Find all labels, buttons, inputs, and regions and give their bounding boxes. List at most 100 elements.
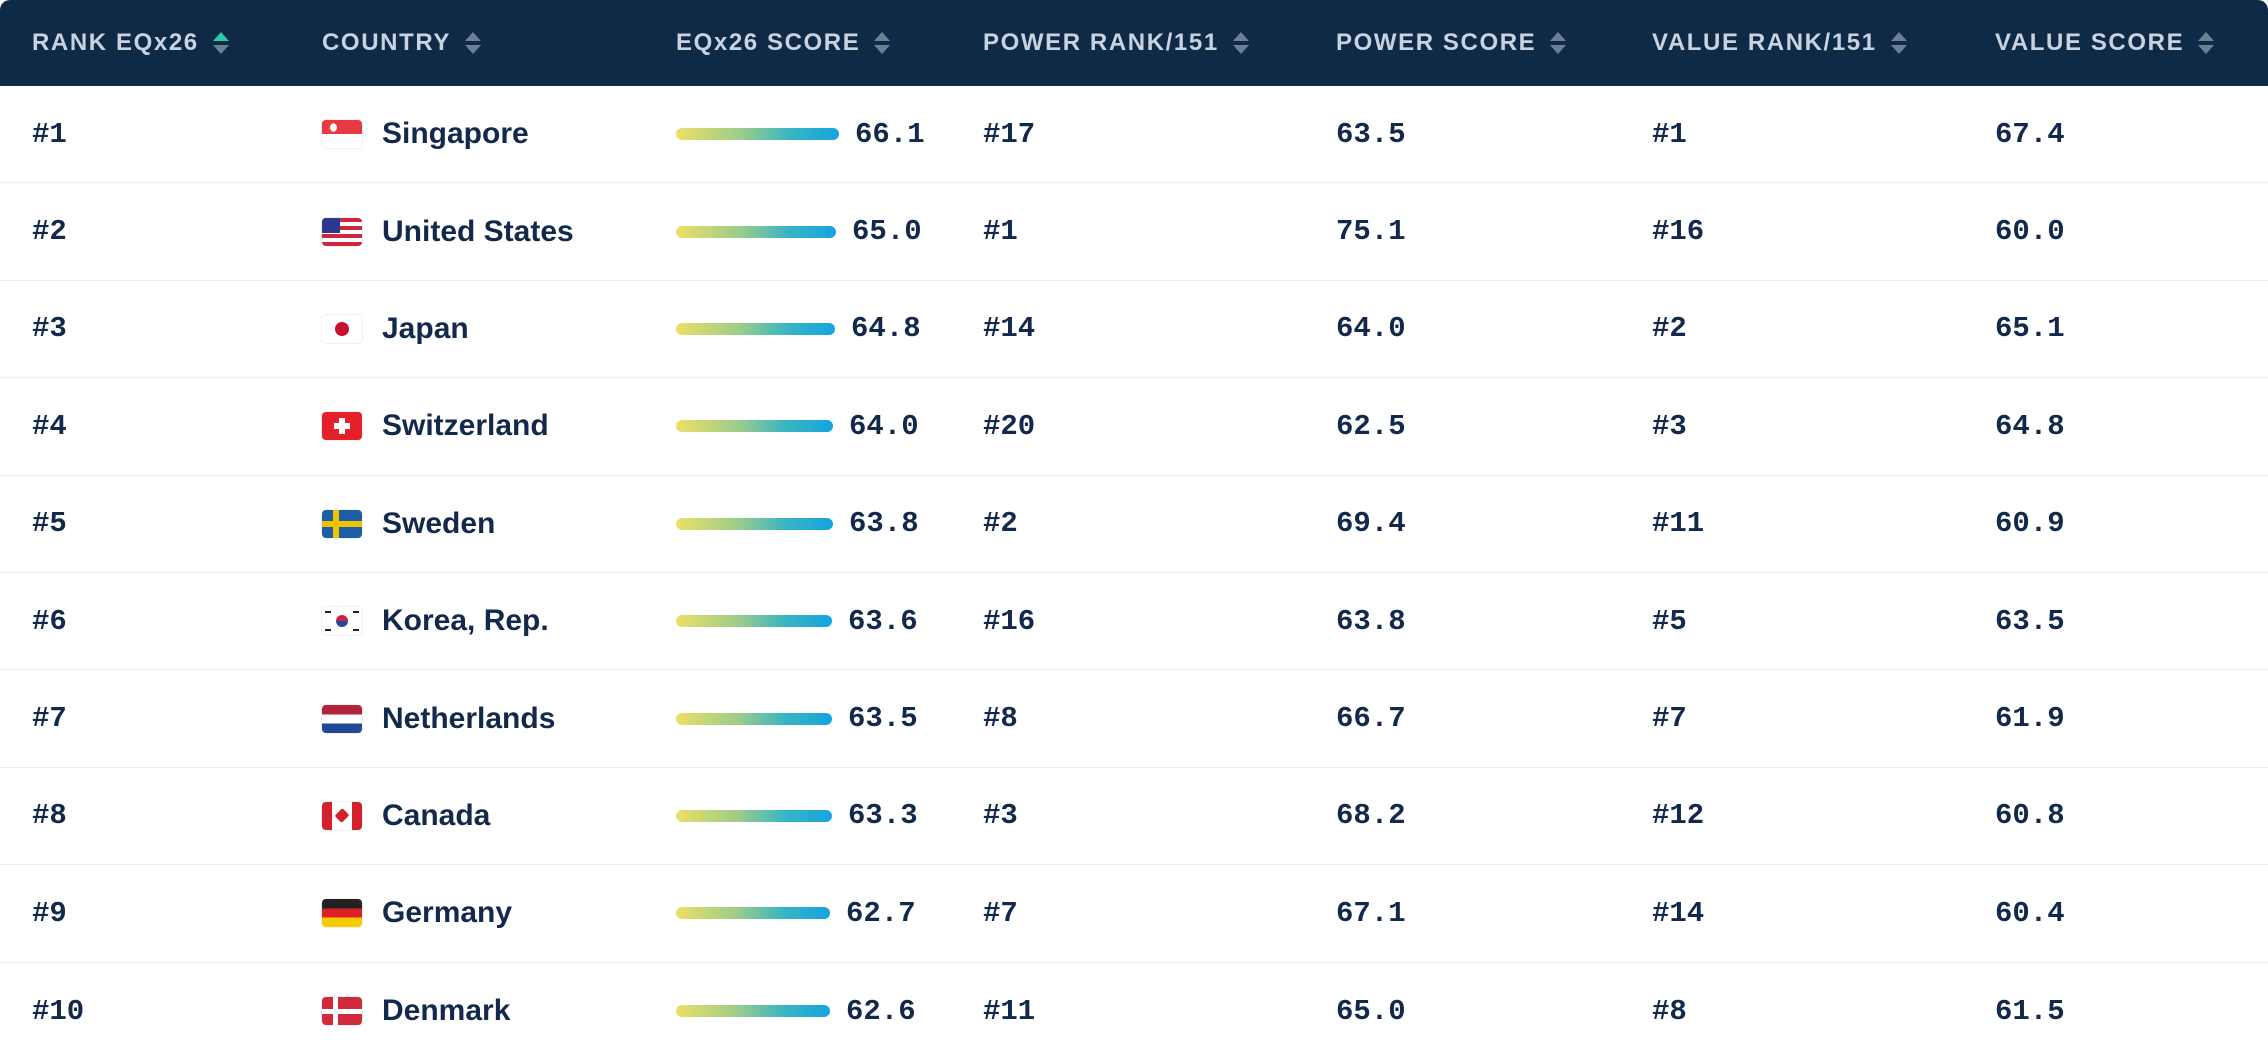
power-rank-cell: #11	[983, 994, 1036, 1028]
table-row[interactable]: #6 Korea, Rep. 63.6 #16 63.8 #5 63.5	[0, 573, 2268, 671]
header-country-label: COUNTRY	[322, 29, 451, 56]
table-row[interactable]: #10 Denmark 62.6 #11 65.0 #8 61.5	[0, 963, 2268, 1060]
power-score-cell: 62.5	[1336, 409, 1406, 443]
header-value-rank-label: VALUE RANK/151	[1652, 29, 1877, 56]
country-cell: Netherlands	[322, 670, 555, 766]
rank-cell: #9	[32, 896, 67, 930]
country-name: Canada	[382, 798, 491, 832]
country-cell: Switzerland	[322, 378, 549, 474]
flag-denmark-icon	[322, 997, 362, 1026]
score-cell: 63.5	[676, 670, 918, 766]
score-value: 64.8	[851, 312, 921, 346]
value-score-cell: 60.4	[1995, 896, 2065, 930]
table-row[interactable]: #9 Germany 62.7 #7 67.1 #14 60.4	[0, 865, 2268, 963]
country-name: United States	[382, 214, 574, 248]
header-rank[interactable]: RANK EQx26	[32, 0, 229, 86]
rank-cell: #4	[32, 409, 67, 443]
country-name: Denmark	[382, 994, 511, 1028]
score-cell: 63.6	[676, 573, 918, 669]
power-rank-cell: #14	[983, 312, 1036, 346]
flag-singapore-icon	[322, 120, 362, 149]
sort-icon	[1232, 32, 1249, 54]
score-bar	[676, 809, 832, 822]
header-power-score[interactable]: POWER SCORE	[1336, 0, 1567, 86]
country-cell: Germany	[322, 865, 512, 961]
country-cell: Sweden	[322, 476, 495, 572]
score-bar	[676, 907, 830, 920]
table-row[interactable]: #4 Switzerland 64.0 #20 62.5 #3 64.8	[0, 378, 2268, 476]
power-score-cell: 67.1	[1336, 896, 1406, 930]
score-cell: 64.0	[676, 378, 919, 474]
value-score-cell: 67.4	[1995, 117, 2065, 151]
country-cell: United States	[322, 183, 574, 279]
score-value: 63.5	[848, 702, 918, 736]
score-cell: 62.7	[676, 865, 916, 961]
country-name: Singapore	[382, 117, 529, 151]
rank-cell: #2	[32, 215, 67, 249]
country-name: Korea, Rep.	[382, 604, 549, 638]
value-score-cell: 61.9	[1995, 702, 2065, 736]
value-score-cell: 60.9	[1995, 507, 2065, 541]
value-score-cell: 63.5	[1995, 604, 2065, 638]
table-row[interactable]: #3 Japan 64.8 #14 64.0 #2 65.1	[0, 281, 2268, 379]
power-rank-cell: #8	[983, 702, 1018, 736]
power-score-cell: 69.4	[1336, 507, 1406, 541]
header-country[interactable]: COUNTRY	[322, 0, 481, 86]
power-rank-cell: #17	[983, 117, 1036, 151]
value-score-cell: 60.8	[1995, 799, 2065, 833]
score-cell: 63.8	[676, 476, 919, 572]
rank-cell: #1	[32, 117, 67, 151]
score-value: 66.1	[855, 117, 925, 151]
power-rank-cell: #20	[983, 409, 1036, 443]
table-row[interactable]: #2 United States 65.0 #1 75.1 #16 60.0	[0, 183, 2268, 281]
score-bar	[676, 128, 839, 141]
value-rank-cell: #11	[1652, 507, 1705, 541]
power-rank-cell: #2	[983, 507, 1018, 541]
flag-sweden-icon	[322, 509, 362, 538]
header-power-rank[interactable]: POWER RANK/151	[983, 0, 1249, 86]
score-bar	[676, 322, 835, 335]
score-bar	[676, 420, 833, 433]
score-bar	[676, 225, 836, 238]
header-value-score[interactable]: VALUE SCORE	[1995, 0, 2215, 86]
value-rank-cell: #7	[1652, 702, 1687, 736]
value-rank-cell: #12	[1652, 799, 1705, 833]
score-bar	[676, 712, 832, 725]
power-score-cell: 63.8	[1336, 604, 1406, 638]
flag-japan-icon	[322, 314, 362, 343]
score-cell: 62.6	[676, 963, 916, 1060]
power-score-cell: 65.0	[1336, 994, 1406, 1028]
flag-germany-icon	[322, 899, 362, 928]
sort-icon	[1550, 32, 1567, 54]
flag-korea-icon	[322, 607, 362, 636]
table-row[interactable]: #1 Singapore 66.1 #17 63.5 #1 67.4	[0, 86, 2268, 184]
score-bar	[676, 1005, 830, 1018]
country-name: Netherlands	[382, 701, 556, 735]
flag-united-states-icon	[322, 217, 362, 246]
country-cell: Denmark	[322, 963, 510, 1060]
score-value: 63.8	[849, 507, 919, 541]
header-score[interactable]: EQx26 SCORE	[676, 0, 891, 86]
table-row[interactable]: #8 Canada 63.3 #3 68.2 #12 60.8	[0, 768, 2268, 866]
value-score-cell: 64.8	[1995, 409, 2065, 443]
rank-cell: #3	[32, 312, 67, 346]
power-score-cell: 68.2	[1336, 799, 1406, 833]
value-rank-cell: #3	[1652, 409, 1687, 443]
power-rank-cell: #16	[983, 604, 1036, 638]
country-cell: Korea, Rep.	[322, 573, 549, 669]
score-value: 63.3	[848, 799, 918, 833]
table-body: #1 Singapore 66.1 #17 63.5 #1 67.4 #2 Un…	[0, 86, 2268, 1060]
table-row[interactable]: #5 Sweden 63.8 #2 69.4 #11 60.9	[0, 476, 2268, 573]
power-score-cell: 63.5	[1336, 117, 1406, 151]
value-score-cell: 65.1	[1995, 312, 2065, 346]
table-row[interactable]: #7 Netherlands 63.5 #8 66.7 #7 61.9	[0, 670, 2268, 768]
rank-cell: #6	[32, 604, 67, 638]
power-rank-cell: #1	[983, 215, 1018, 249]
score-cell: 63.3	[676, 768, 918, 864]
country-cell: Singapore	[322, 86, 529, 182]
header-value-rank[interactable]: VALUE RANK/151	[1652, 0, 1907, 86]
score-value: 62.6	[846, 994, 916, 1028]
country-cell: Canada	[322, 768, 490, 864]
value-rank-cell: #2	[1652, 312, 1687, 346]
